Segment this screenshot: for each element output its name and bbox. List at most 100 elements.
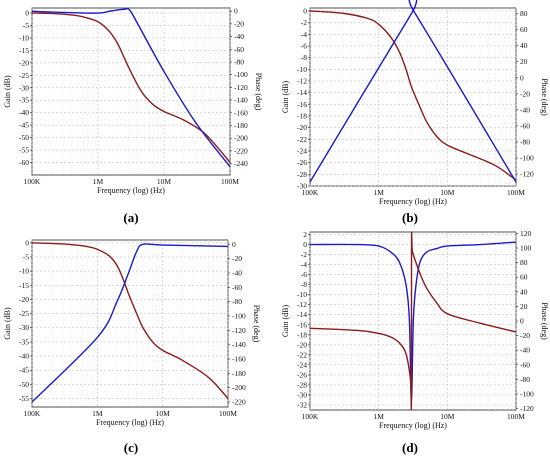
plot-frame [31,7,231,176]
y-tick-label: -55 [19,394,29,403]
y-tick-label: 2 [303,230,307,239]
y-tick-label: -15 [19,46,29,55]
y2-tick-label: -140 [234,96,248,105]
x-tick-label: 100M [221,177,239,186]
series-line-2 [309,0,517,183]
y-axis-label: Gain (dB) [3,307,12,340]
y-tick-label: -14 [297,310,307,319]
y2-tick-label: -180 [234,121,248,130]
x-tick-label: 10M [440,412,455,421]
y-tick-label: -30 [297,182,307,191]
y-tick-label: -28 [297,380,307,389]
y2-axis-label: Phase (deg) [540,78,549,116]
y-tick-label: -20 [19,295,29,304]
y-tick-label: -15 [19,281,29,290]
y-tick-label: -20 [297,340,307,349]
y-tick-label: -18 [297,111,307,120]
y-tick-label: -16 [297,320,307,329]
plot-frame [31,239,229,408]
y-tick-label: -25 [19,309,29,318]
y-tick-label: -4 [301,30,307,39]
panel-label: (c) [124,440,138,455]
y-tick-label: -5 [23,21,29,30]
y-tick-label: -35 [19,337,29,346]
y2-tick-label: 20 [520,57,528,66]
y2-tick-label: 60 [520,273,528,282]
y2-tick-label: -160 [234,108,248,117]
y2-axis-label: Phase (deg) [252,305,261,343]
x-tick-label: 100M [219,409,237,418]
y-tick-label: -30 [19,83,29,92]
y-tick-label: -10 [19,33,29,42]
y2-tick-label: -200 [232,383,246,392]
chart-panel-4: 100K 1M 10M 100M20-2-4-6-8-10-12-14-16-18-2… [281,229,549,455]
series-line-1 [309,10,517,181]
y-tick-label: 0 [303,240,307,249]
y2-tick-label: -200 [234,134,248,143]
y2-tick-label: 0 [232,240,236,249]
panel-label: (d) [402,440,418,455]
y2-tick-label: -120 [234,83,248,92]
y2-tick-label: -20 [232,254,242,263]
y2-tick-label: -180 [232,369,246,378]
y-tick-label: -45 [19,366,29,375]
series-line-1 [31,242,229,399]
y2-tick-label: -20 [520,331,530,340]
y-tick-label: -22 [297,135,307,144]
series-line-2 [309,231,517,411]
y-tick-label: -6 [301,41,307,50]
y2-tick-label: 100 [520,244,532,253]
chart-panel-2: 100K 1M 10M 100M 0 -2 -4 -6 -8 -10 -12 -14 -16 -18 -20… [281,0,549,225]
y-tick-label: -6 [301,270,307,279]
y2-tick-label: -100 [520,389,534,398]
y2-tick-label: 120 [520,229,532,238]
y-tick-label: -50 [19,380,29,389]
y2-tick-label: -20 [234,19,244,28]
y-tick-label: -2 [301,250,307,259]
x-tick-label: 100K [24,177,41,186]
y2-tick-label: -40 [232,268,242,277]
y-tick-label: -32 [297,400,307,409]
y2-tick-label: 0 [234,7,238,16]
x-tick-label: 100M [507,412,525,421]
y2-tick-label: 80 [520,9,528,18]
y2-tick-label: 0 [520,73,524,82]
y2-tick-label: -240 [234,159,248,168]
series-line-1 [309,241,517,401]
y-tick-label: -5 [23,252,29,261]
y-tick-label: -2 [301,18,307,27]
y2-tick-label: -60 [232,283,242,292]
y-axis-label: Gain (dB) [281,81,290,114]
panel-label: (a) [123,210,138,225]
x-tick-label: 10M [156,409,171,418]
y-tick-label: -16 [297,100,307,109]
x-tick-label: 100K [302,188,319,197]
series-line-2 [31,243,229,403]
y-tick-label: -4 [301,260,307,269]
y-tick-label: -24 [297,146,307,155]
y-tick-label: -25 [19,71,29,80]
y-axis-label: Gain (dB) [281,305,290,338]
y-tick-label: 0 [303,6,307,15]
y2-tick-label: -120 [232,326,246,335]
x-tick-label: 10M [157,177,172,186]
y2-axis-label: Phase (deg) [540,302,549,340]
y2-tick-label: -100 [520,153,534,162]
y-tick-label: -12 [297,76,307,85]
y-tick-label: -50 [19,133,29,142]
y-tick-label: -10 [19,267,29,276]
y2-axis-label: Phase (deg) [254,73,263,111]
y2-tick-label: -80 [520,375,530,384]
y-tick-label: -45 [19,121,29,130]
y-tick-label: -14 [297,88,307,97]
y2-tick-label: -40 [234,32,244,41]
y2-tick-label: 0 [520,317,524,326]
y-tick-label: -26 [297,158,307,167]
y-tick-label: -35 [19,96,29,105]
series-line-1 [31,12,231,163]
y2-tick-label: -40 [520,346,530,355]
x-tick-label: 1M [373,188,384,197]
y2-tick-label: -60 [520,121,530,130]
y-tick-label: -40 [19,108,29,117]
